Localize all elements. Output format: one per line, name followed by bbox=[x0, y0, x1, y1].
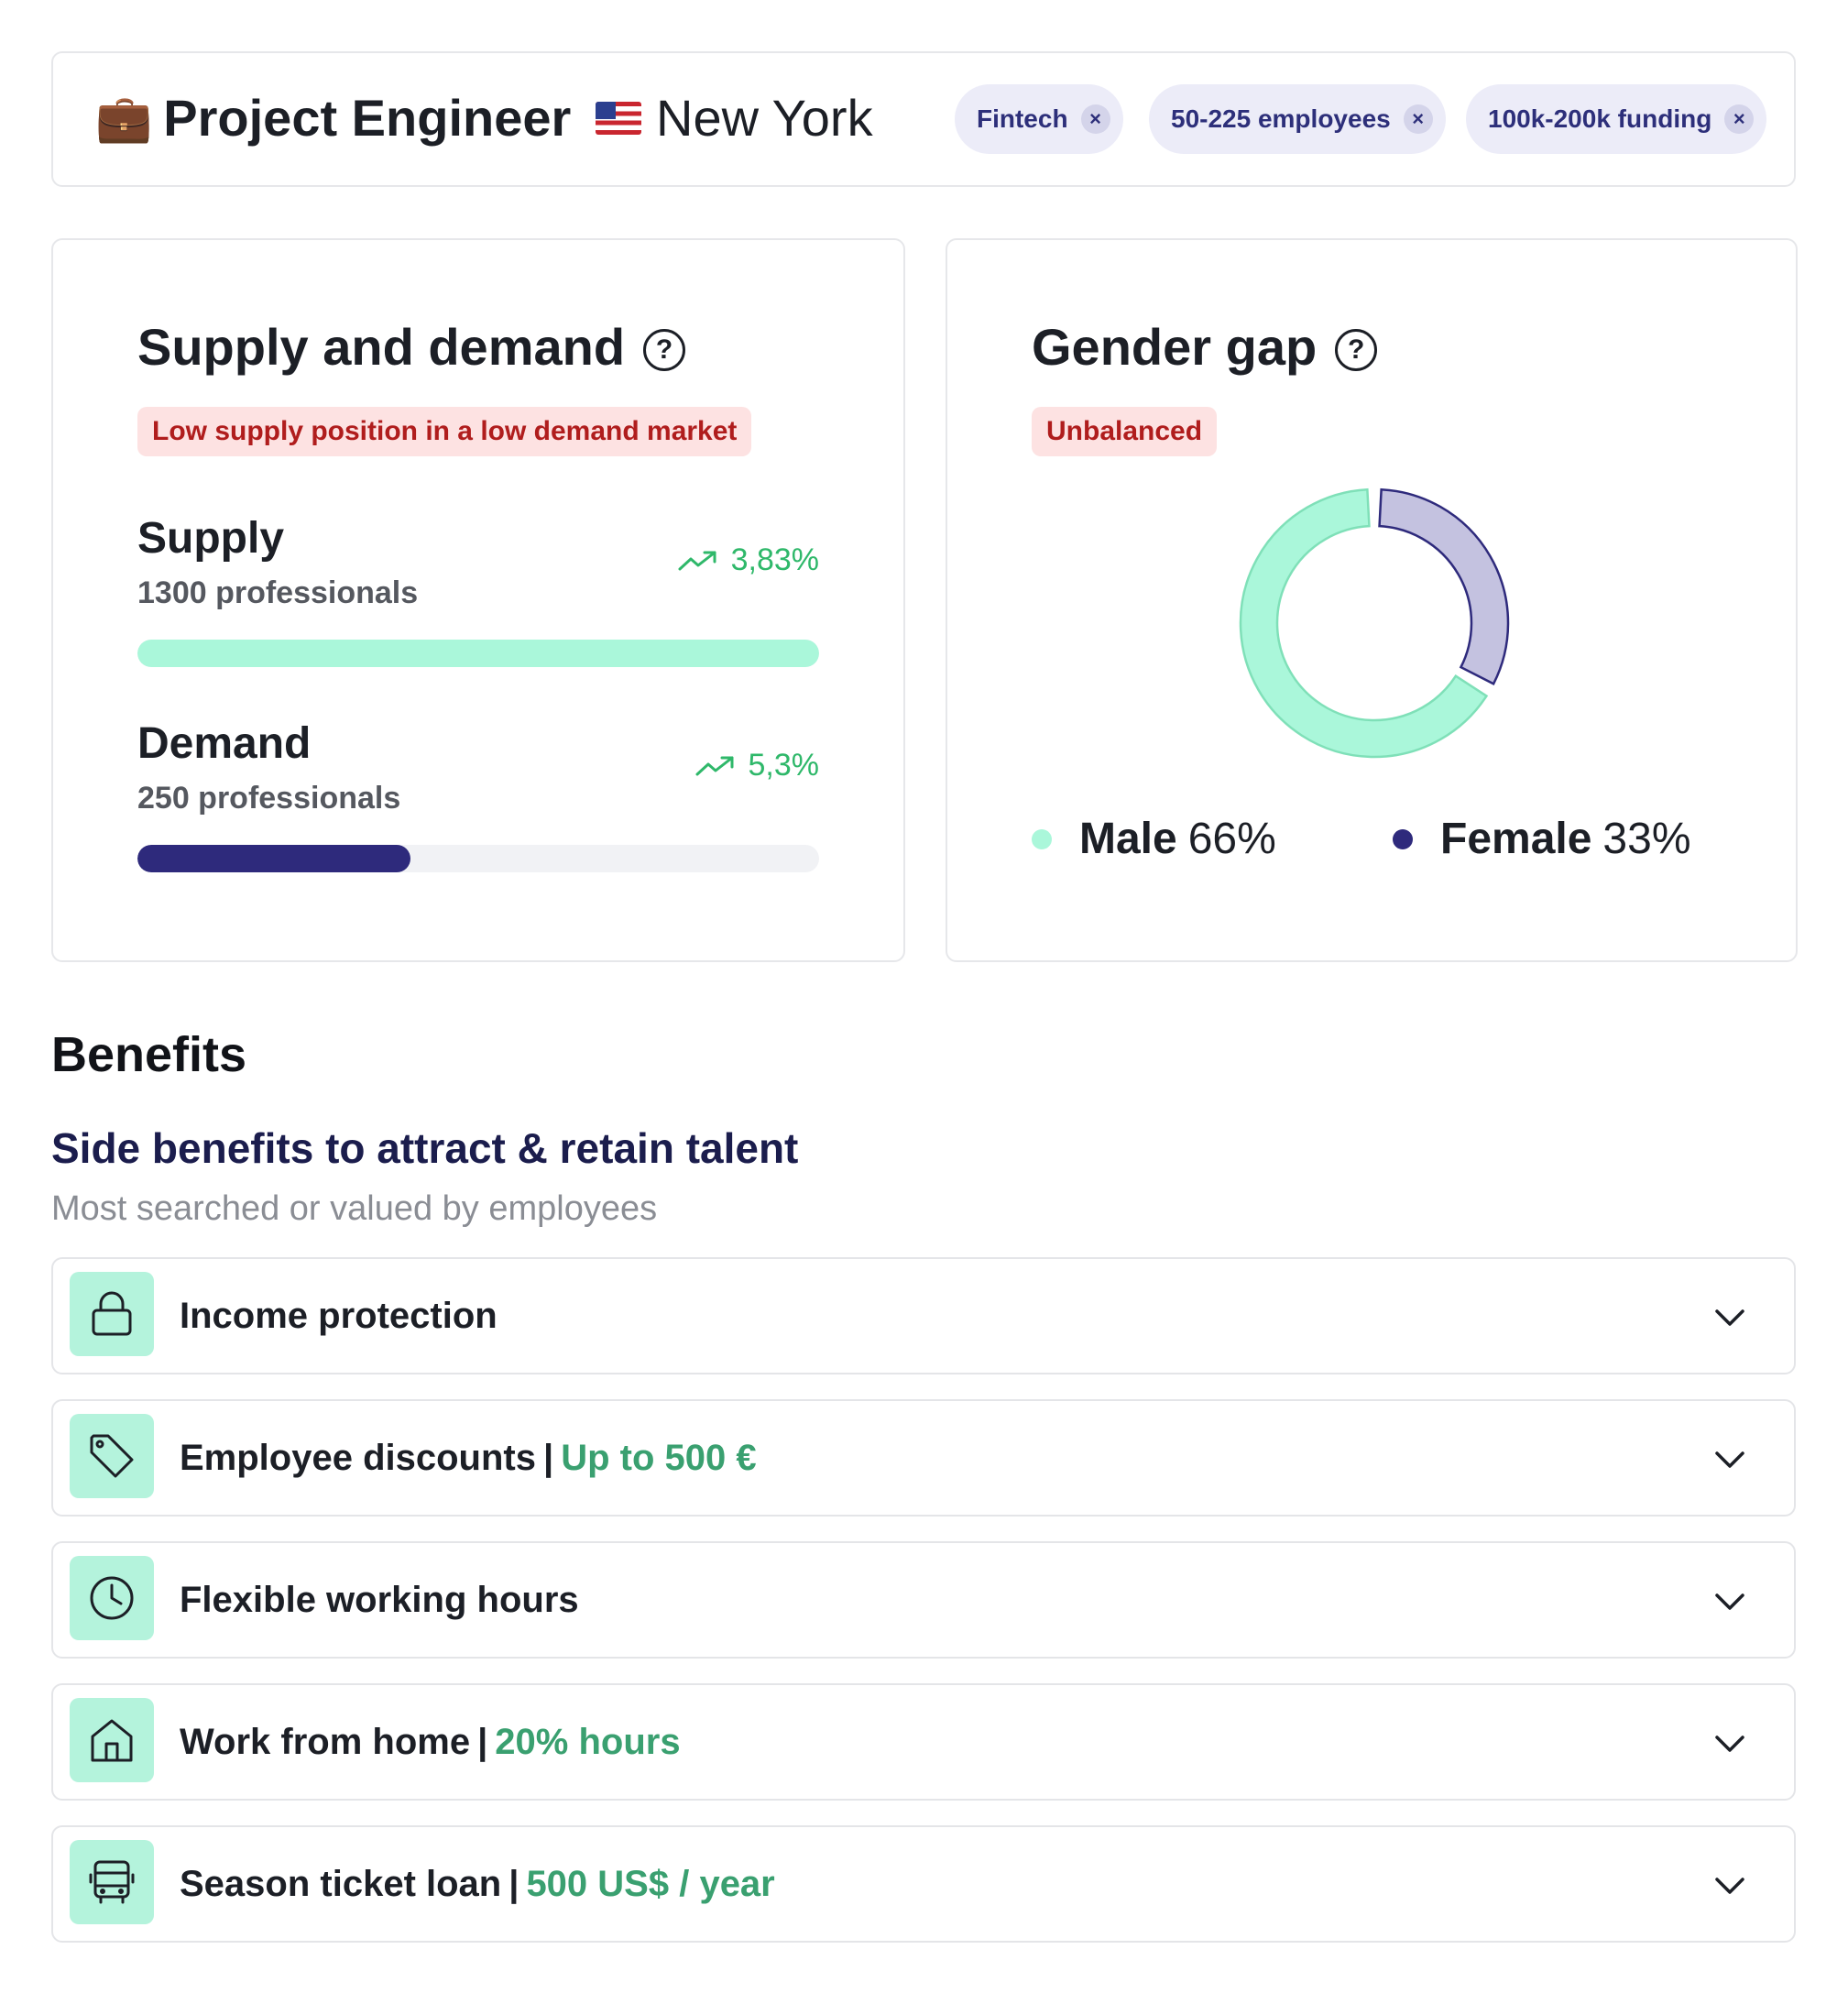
remove-filter-icon[interactable]: × bbox=[1724, 104, 1755, 134]
demand-count: 250 professionals bbox=[137, 781, 401, 816]
clock-icon bbox=[70, 1556, 154, 1640]
remove-filter-icon[interactable]: × bbox=[1080, 104, 1110, 134]
us-flag-icon bbox=[596, 101, 641, 135]
filter-chip-industry[interactable]: Fintech × bbox=[955, 84, 1123, 154]
male-legend-value: 66% bbox=[1187, 815, 1276, 863]
benefits-sub-heading: Side benefits to attract & retain talent bbox=[51, 1124, 799, 1172]
help-icon[interactable]: ? bbox=[1335, 328, 1378, 371]
benefits-caption: Most searched or valued by employees bbox=[51, 1189, 658, 1228]
chevron-down-icon[interactable] bbox=[1711, 1583, 1748, 1620]
briefcase-icon: 💼 bbox=[95, 91, 153, 145]
male-slice bbox=[1239, 487, 1489, 759]
benefit-name: Flexible working hours bbox=[180, 1579, 579, 1620]
location-name: New York bbox=[656, 89, 873, 147]
filter-chip-label: 100k-200k funding bbox=[1488, 104, 1712, 133]
gender-gap-title: Gender gap bbox=[1032, 318, 1318, 376]
female-legend-value: 33% bbox=[1602, 815, 1691, 863]
benefit-name: Employee discounts bbox=[180, 1437, 536, 1478]
benefit-label-group: Income protection bbox=[180, 1259, 498, 1373]
gender-gap-card: Gender gap ? Unbalanced Male 66% Female … bbox=[946, 238, 1798, 962]
lock-icon bbox=[70, 1272, 154, 1356]
gender-donut-chart bbox=[1239, 487, 1510, 759]
supply-demand-title: Supply and demand bbox=[137, 318, 626, 376]
chevron-down-icon[interactable] bbox=[1711, 1725, 1748, 1762]
gender-gap-title-group: Gender gap ? bbox=[1032, 317, 1378, 377]
benefit-row-employee-discounts[interactable]: Employee discounts | Up to 500 € bbox=[51, 1399, 1796, 1517]
demand-trend: 5,3% bbox=[695, 748, 820, 783]
home-icon bbox=[70, 1698, 154, 1782]
benefit-separator: | bbox=[542, 1437, 554, 1478]
filter-chip-label: 50-225 employees bbox=[1171, 104, 1391, 133]
chevron-down-icon[interactable] bbox=[1711, 1299, 1748, 1336]
supply-bar-fill bbox=[137, 640, 819, 667]
supply-trend: 3,83% bbox=[678, 542, 819, 578]
supply-bar bbox=[137, 640, 819, 667]
benefit-name: Work from home bbox=[180, 1721, 471, 1762]
benefit-label-group: Employee discounts | Up to 500 € bbox=[180, 1401, 757, 1515]
benefit-row-work-from-home[interactable]: Work from home | 20% hours bbox=[51, 1683, 1796, 1801]
supply-label: Supply bbox=[137, 514, 285, 563]
demand-bar-fill bbox=[137, 845, 410, 872]
benefit-row-flexible-hours[interactable]: Flexible working hours bbox=[51, 1541, 1796, 1659]
female-legend-dot bbox=[1393, 828, 1413, 849]
female-legend-label: Female bbox=[1440, 815, 1592, 863]
supply-trend-value: 3,83% bbox=[730, 542, 819, 577]
benefits-heading: Benefits bbox=[51, 1027, 247, 1082]
chevron-down-icon[interactable] bbox=[1711, 1441, 1748, 1478]
legend-male: Male 66% bbox=[1032, 814, 1276, 864]
market-status-badge: Low supply position in a low demand mark… bbox=[137, 407, 752, 456]
benefit-detail: 20% hours bbox=[495, 1721, 681, 1762]
demand-label: Demand bbox=[137, 719, 312, 768]
benefit-row-income-protection[interactable]: Income protection bbox=[51, 1257, 1796, 1374]
benefit-row-season-ticket-loan[interactable]: Season ticket loan | 500 US$ / year bbox=[51, 1825, 1796, 1943]
benefit-detail: Up to 500 € bbox=[561, 1437, 757, 1478]
benefit-separator: | bbox=[508, 1863, 519, 1904]
chevron-down-icon[interactable] bbox=[1711, 1867, 1748, 1904]
demand-trend-value: 5,3% bbox=[748, 748, 820, 783]
male-legend-label: Male bbox=[1079, 815, 1177, 863]
legend-female: Female 33% bbox=[1393, 814, 1691, 864]
trend-up-icon bbox=[695, 756, 733, 775]
help-icon[interactable]: ? bbox=[643, 328, 686, 371]
job-title-group: 💼 Project Engineer bbox=[95, 88, 571, 148]
trend-up-icon bbox=[678, 551, 716, 570]
location-group: New York bbox=[596, 88, 873, 148]
bus-icon bbox=[70, 1840, 154, 1924]
demand-bar bbox=[137, 845, 819, 872]
search-header: 💼 Project Engineer New York Fintech × 50… bbox=[51, 51, 1796, 187]
benefit-name: Income protection bbox=[180, 1295, 498, 1336]
benefit-label-group: Work from home | 20% hours bbox=[180, 1685, 681, 1799]
supply-demand-card: Supply and demand ? Low supply position … bbox=[51, 238, 905, 962]
male-legend-dot bbox=[1032, 828, 1052, 849]
benefit-detail: 500 US$ / year bbox=[526, 1863, 775, 1904]
benefit-separator: | bbox=[477, 1721, 488, 1762]
benefit-label-group: Season ticket loan | 500 US$ / year bbox=[180, 1827, 775, 1941]
gender-balance-badge: Unbalanced bbox=[1032, 407, 1218, 456]
benefit-name: Season ticket loan bbox=[180, 1863, 502, 1904]
filter-chip-company-size[interactable]: 50-225 employees × bbox=[1149, 84, 1446, 154]
female-slice bbox=[1378, 487, 1510, 685]
benefit-label-group: Flexible working hours bbox=[180, 1543, 579, 1657]
filter-chip-funding[interactable]: 100k-200k funding × bbox=[1466, 84, 1767, 154]
supply-count: 1300 professionals bbox=[137, 575, 419, 610]
job-title: Project Engineer bbox=[163, 89, 572, 147]
tag-icon bbox=[70, 1414, 154, 1498]
remove-filter-icon[interactable]: × bbox=[1403, 104, 1433, 134]
filter-chip-label: Fintech bbox=[977, 104, 1068, 133]
supply-demand-title-group: Supply and demand ? bbox=[137, 317, 686, 377]
